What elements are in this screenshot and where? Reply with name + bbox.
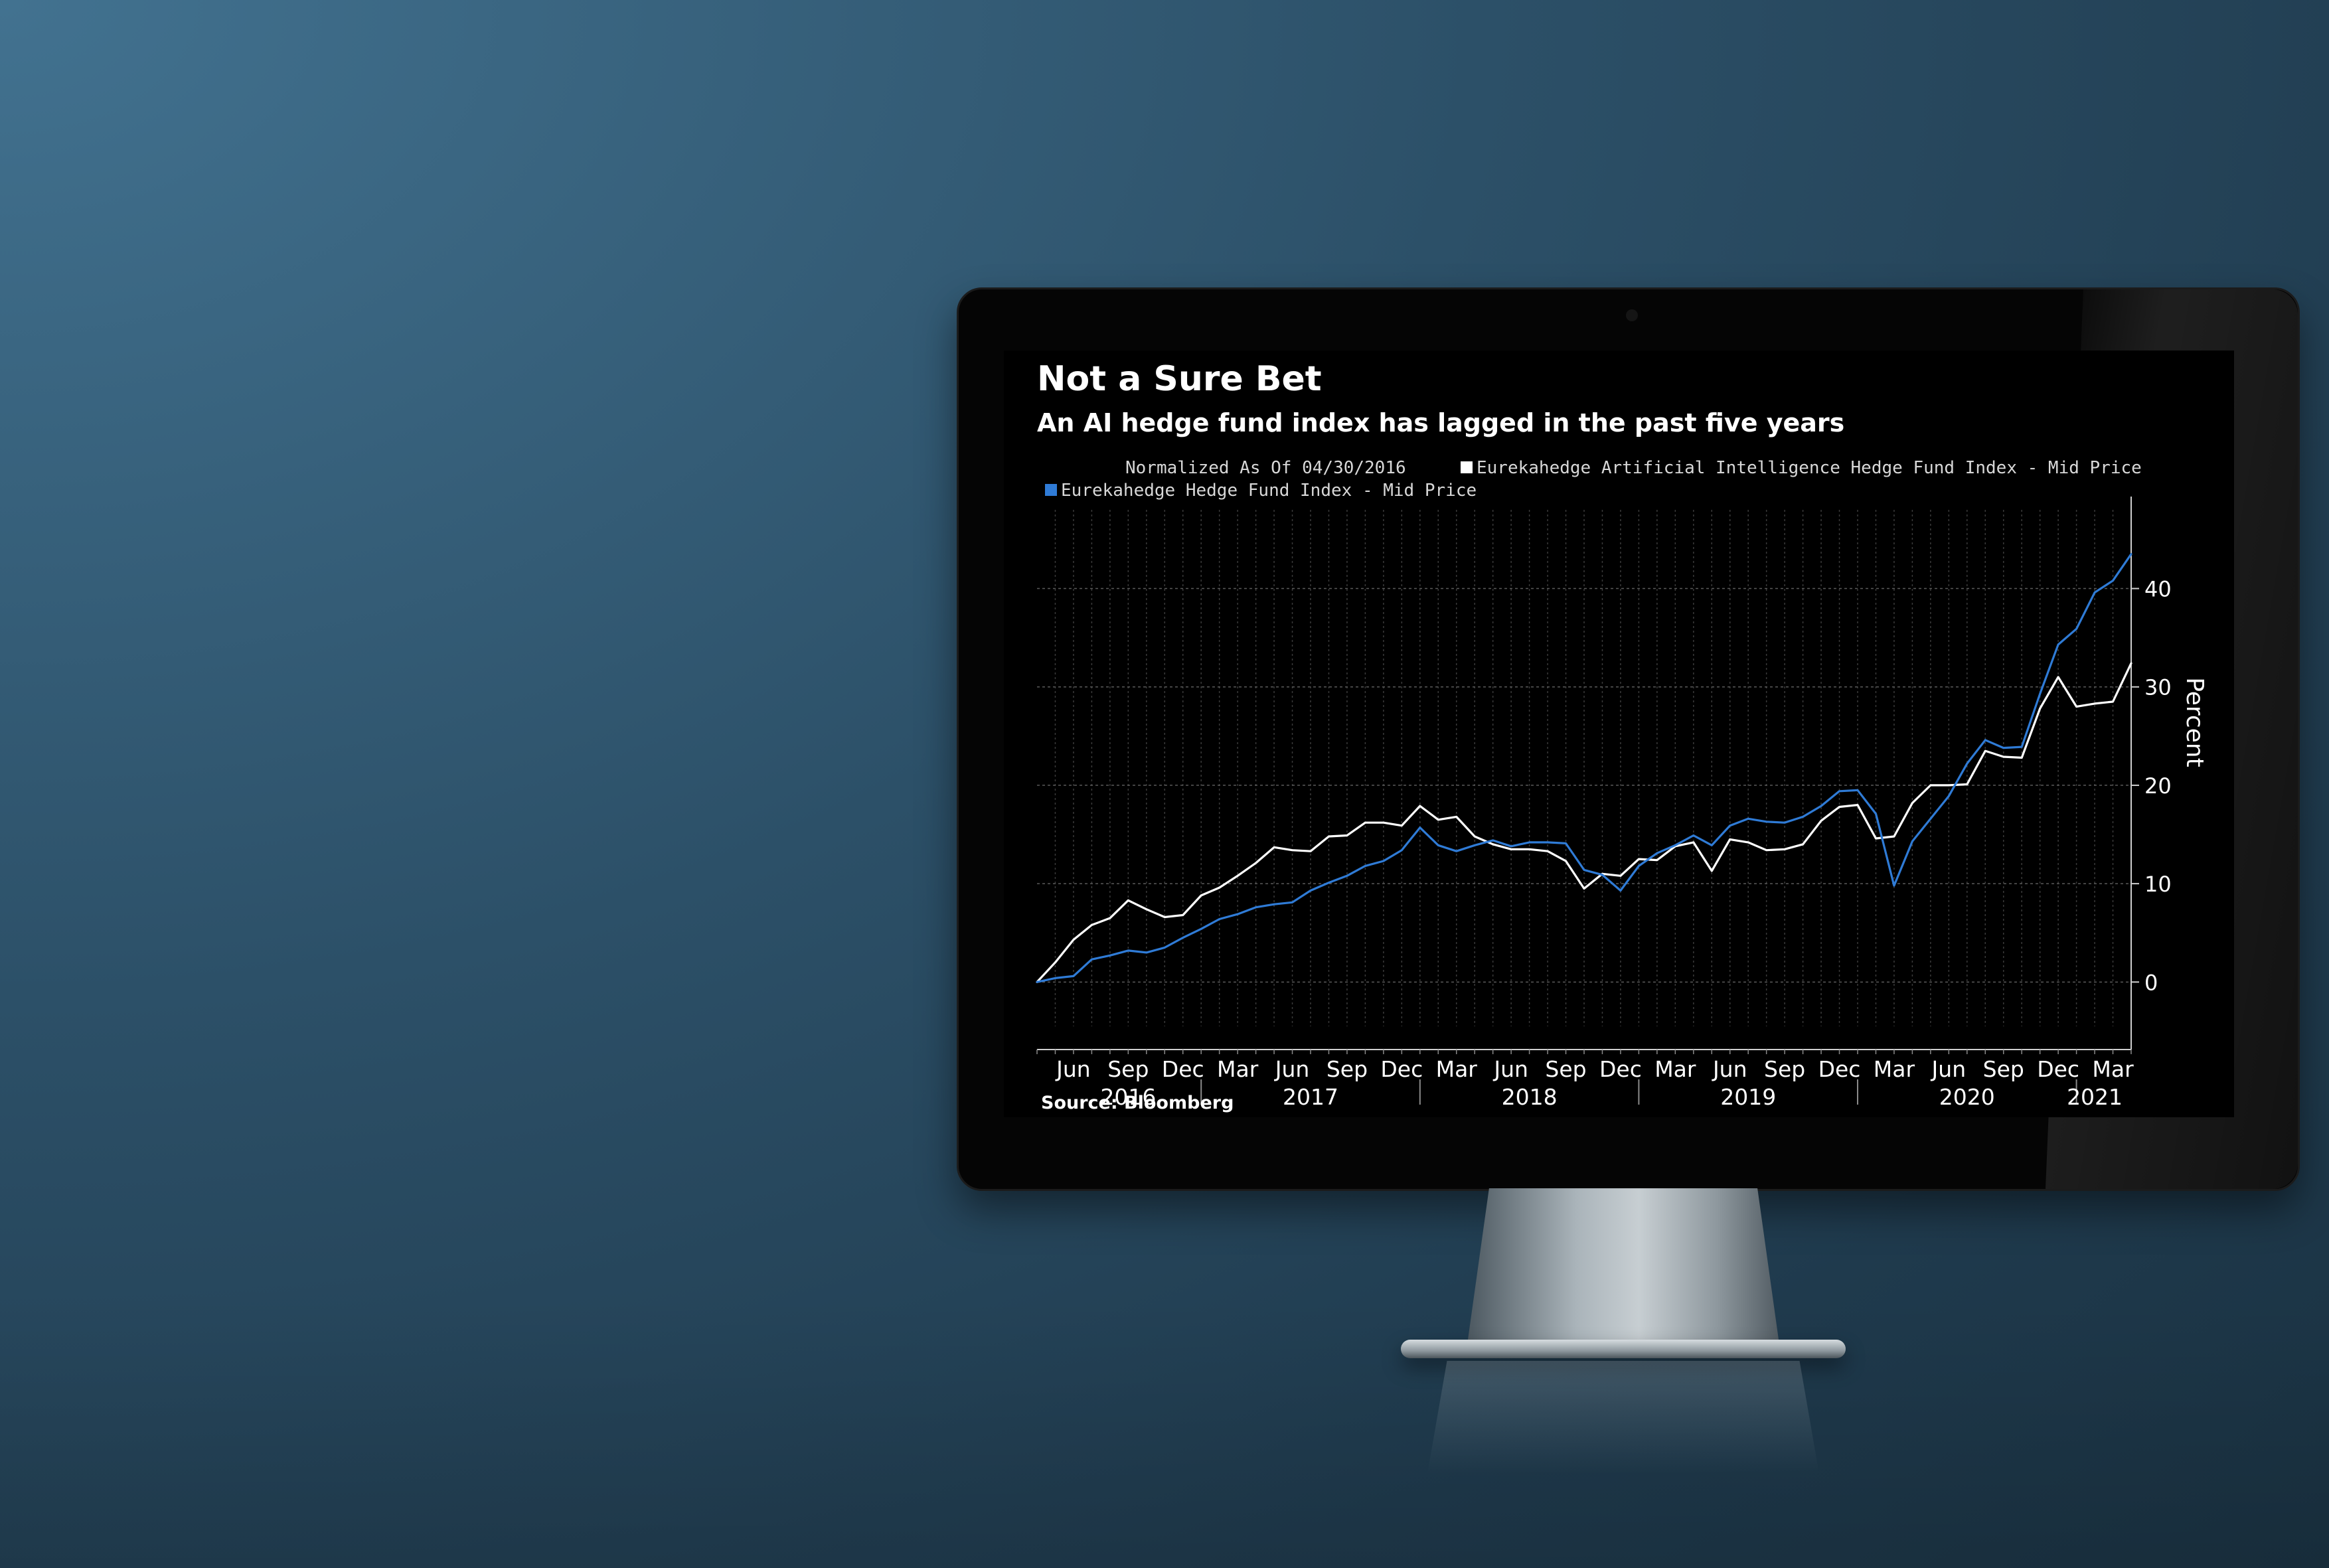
monitor-stand-neck bbox=[1467, 1188, 1779, 1344]
y-tick-label: 10 bbox=[2144, 872, 2172, 897]
stand-reflection bbox=[1427, 1361, 1819, 1474]
legend-label-ai: Eurekahedge Artificial Intelligence Hedg… bbox=[1477, 458, 2142, 478]
floor-shade bbox=[0, 1294, 2329, 1568]
chart-source: Source: Bloomberg bbox=[1041, 1093, 1234, 1113]
chart-note: Normalized As Of 04/30/2016 bbox=[1125, 458, 1406, 478]
x-year-label: 2018 bbox=[1502, 1084, 1558, 1110]
y-tick-label: 40 bbox=[2144, 577, 2172, 602]
x-year-label: 2016 bbox=[1100, 1084, 1156, 1110]
x-tick-label: Jun bbox=[1055, 1056, 1091, 1082]
x-tick-label: Dec bbox=[1380, 1056, 1423, 1082]
x-year-label: 2021 bbox=[2067, 1084, 2123, 1110]
legend-swatch-hf bbox=[1045, 484, 1057, 496]
x-tick-label: Dec bbox=[1599, 1056, 1642, 1082]
x-year-label: 2019 bbox=[1720, 1084, 1776, 1110]
series-line-ai-index bbox=[1036, 662, 2132, 983]
x-tick-label: Mar bbox=[1217, 1056, 1259, 1082]
x-tick-label: Sep bbox=[1764, 1056, 1805, 1082]
chart-title: Not a Sure Bet bbox=[1037, 359, 1322, 399]
x-tick-label: Mar bbox=[1874, 1056, 1915, 1082]
x-year-label: 2017 bbox=[1283, 1084, 1338, 1110]
legend-swatch-ai bbox=[1461, 461, 1473, 473]
y-tick-label: 20 bbox=[2144, 773, 2172, 799]
chart-subtitle: An AI hedge fund index has lagged in the… bbox=[1037, 408, 1844, 437]
x-tick-label: Mar bbox=[2092, 1056, 2134, 1082]
series-lines bbox=[1036, 553, 2132, 983]
x-tick-label: Jun bbox=[1931, 1056, 1967, 1082]
x-tick-label: Sep bbox=[1983, 1056, 2024, 1082]
monitor-stand-base bbox=[1401, 1340, 1846, 1358]
x-tick-label: Dec bbox=[2037, 1056, 2079, 1082]
x-tick-label: Mar bbox=[1654, 1056, 1696, 1082]
y-tick-label: 0 bbox=[2144, 970, 2158, 995]
y-tick-label: 30 bbox=[2144, 675, 2172, 700]
x-tick-label: Sep bbox=[1107, 1056, 1149, 1082]
monitor: Not a Sure Bet An AI hedge fund index ha… bbox=[957, 287, 2300, 1191]
screen: Not a Sure Bet An AI hedge fund index ha… bbox=[1004, 351, 2234, 1117]
line-chart: Not a Sure Bet An AI hedge fund index ha… bbox=[1036, 359, 2208, 1113]
x-tick-label: Dec bbox=[1162, 1056, 1204, 1082]
x-tick-label: Jun bbox=[1492, 1056, 1528, 1082]
x-tick-label: Sep bbox=[1545, 1056, 1586, 1082]
grid bbox=[1037, 510, 2131, 1026]
tick-labels: 0 10 20 30 40 Jun Sep Dec Mar Jun Sep Dec Mar Jun Sep D… bbox=[1055, 577, 2172, 1110]
series-line-hedge-fund-index bbox=[1036, 553, 2132, 983]
x-tick-label: Sep bbox=[1326, 1056, 1368, 1082]
camera-icon bbox=[1626, 309, 1638, 321]
legend-label-hf: Eurekahedge Hedge Fund Index - Mid Price bbox=[1061, 481, 1477, 501]
axes bbox=[1036, 497, 2139, 1105]
x-tick-label: Dec bbox=[1818, 1056, 1861, 1082]
y-axis-label: Percent bbox=[2181, 677, 2208, 767]
x-year-label: 2020 bbox=[1939, 1084, 1995, 1110]
x-tick-label: Jun bbox=[1712, 1056, 1747, 1082]
x-tick-label: Mar bbox=[1436, 1056, 1478, 1082]
x-tick-label: Jun bbox=[1274, 1056, 1310, 1082]
